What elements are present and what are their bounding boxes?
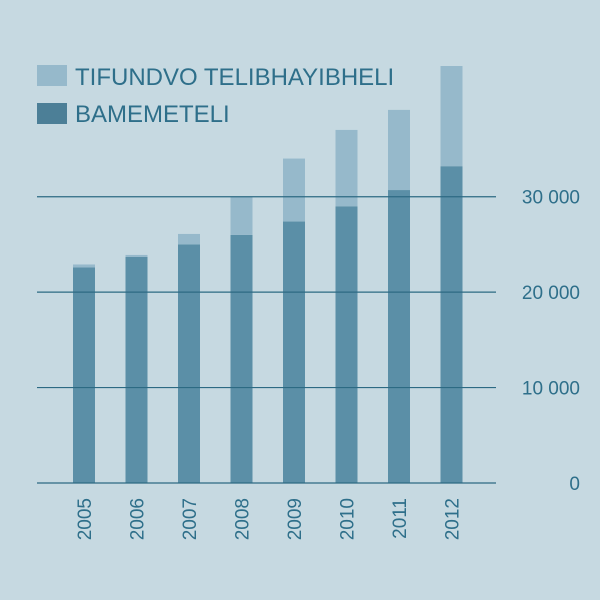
- y-tick-label: 0: [569, 474, 580, 495]
- legend-swatch-members: [37, 103, 67, 124]
- bar-members-2011: [388, 190, 410, 483]
- bar-literature-2011: [388, 109, 410, 191]
- y-tick-label: 30 000: [522, 188, 580, 209]
- bar-members-2008: [230, 234, 253, 483]
- x-category-label: 2006: [128, 498, 149, 540]
- bar-members-2012: [440, 166, 463, 483]
- x-category-label: 2005: [75, 498, 96, 540]
- legend-item-members: BAMEMETELI: [37, 101, 230, 128]
- x-axis-category-labels: 2005 2006 2007 2008 2009 2010 2011 2012: [75, 498, 464, 540]
- bar-members-2009: [283, 221, 305, 483]
- bar-literature-2012: [440, 66, 463, 167]
- x-category-label: 2008: [233, 498, 254, 540]
- legend-label-literature: TIFUNDVO TELIBHAYIBHELI: [75, 64, 394, 91]
- bar-literature-2007: [178, 233, 200, 245]
- x-category-label: 2012: [443, 498, 464, 540]
- bar-literature-2010: [335, 129, 358, 207]
- x-category-label: 2011: [390, 498, 411, 539]
- x-category-label: 2007: [180, 498, 201, 540]
- legend-label-members: BAMEMETELI: [75, 101, 230, 128]
- grid-lines: [37, 196, 496, 484]
- bar-members-2005: [73, 267, 95, 483]
- y-axis-tick-labels: 0 10 000 20 000 30 000: [522, 188, 580, 495]
- y-tick-label: 10 000: [522, 379, 580, 400]
- x-category-label: 2010: [338, 498, 359, 540]
- bar-literature-2009: [283, 158, 305, 222]
- bar-literature-2005: [73, 264, 95, 268]
- legend-swatch-literature: [37, 65, 67, 86]
- x-category-label: 2009: [285, 498, 306, 540]
- bars: [73, 66, 463, 483]
- legend: TIFUNDVO TELIBHAYIBHELI BAMEMETELI: [37, 64, 394, 128]
- bar-literature-2008: [230, 196, 253, 235]
- bar-members-2007: [178, 244, 200, 483]
- bar-members-2010: [335, 206, 358, 483]
- y-tick-label: 20 000: [522, 283, 580, 304]
- legend-item-literature: TIFUNDVO TELIBHAYIBHELI: [37, 64, 394, 91]
- bar-literature-2006: [125, 254, 148, 257]
- bar-members-2006: [125, 256, 148, 483]
